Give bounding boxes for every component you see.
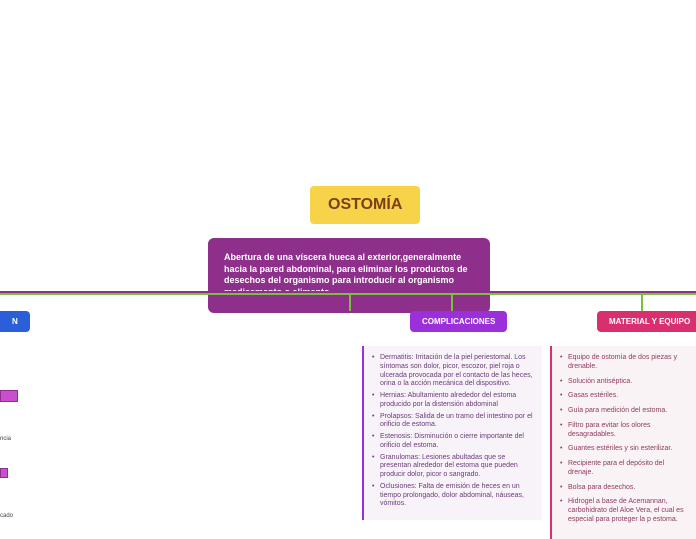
- complicaciones-content: •Dermatitis: Irritación de la piel perie…: [362, 346, 542, 520]
- list-item: •Bolsa para desechos.: [560, 484, 688, 493]
- node-material: MATERIAL Y EQUIPO: [597, 311, 696, 332]
- list-item: •Equipo de ostomía de dos piezas y drena…: [560, 354, 688, 372]
- list-item: •Filtro para evitar los olores desagrada…: [560, 422, 688, 440]
- vconnector-mat: [641, 293, 643, 311]
- list-item: •Gasas estériles.: [560, 392, 688, 401]
- list-item: •Prolapsos: Salida de un tramo del intes…: [372, 413, 534, 431]
- list-item: •Solución antiséptica.: [560, 378, 688, 387]
- left-fragment-bar-1: [0, 390, 18, 402]
- connector-line-green: [0, 293, 696, 295]
- list-item: •Oclusiones: Falta de emisión de heces e…: [372, 483, 534, 509]
- vconnector-comp: [451, 293, 453, 311]
- node-complicaciones: COMPLICACIONES: [410, 311, 507, 332]
- left-fragment-bar-2: [0, 468, 8, 478]
- material-content: •Equipo de ostomía de dos piezas y drena…: [550, 346, 696, 539]
- list-item: •Hidrogel a base de Acemannan, carbohidr…: [560, 498, 688, 524]
- list-item: •Granulomas: Lesiones abultadas que se p…: [372, 454, 534, 480]
- left-fragment-text-2: cado: [0, 513, 13, 519]
- left-fragment-text-1: ncia: [0, 436, 11, 442]
- list-item: •Guía para medición del estoma.: [560, 407, 688, 416]
- node-left-partial: N: [0, 311, 30, 332]
- list-item: •Recipiente para el depósito del drenaje…: [560, 460, 688, 478]
- list-item: •Estenosis: Disminución o cierre importa…: [372, 433, 534, 451]
- list-item: •Dermatitis: Irritación de la piel perie…: [372, 354, 534, 389]
- list-item: •Hernias: Abultamiento alrededor del est…: [372, 392, 534, 410]
- list-item: •Guantes estériles y sin esterilizar.: [560, 445, 688, 454]
- title: OSTOMÍA: [310, 186, 420, 224]
- vconnector-center: [349, 293, 351, 311]
